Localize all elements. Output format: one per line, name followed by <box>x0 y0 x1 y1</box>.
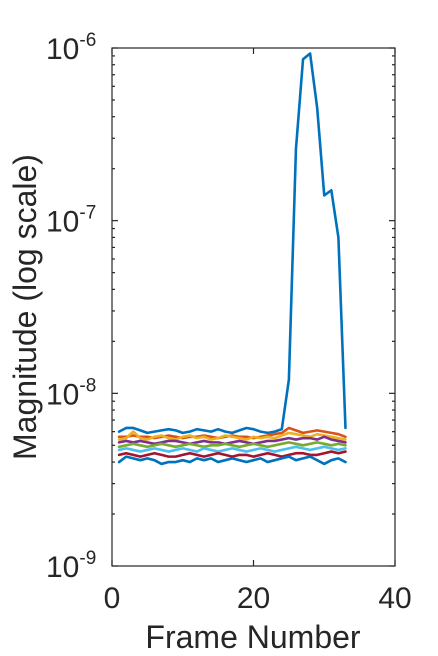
y-tick-label: 10-6 <box>46 30 96 66</box>
y-tick-label: 10-7 <box>46 203 96 239</box>
plot-area-box <box>111 47 396 567</box>
x-tick-label: 20 <box>237 582 270 615</box>
series-line-1 <box>117 52 347 435</box>
y-tick-label: 10-9 <box>46 548 96 584</box>
series-line-7 <box>117 450 347 458</box>
x-tick-label: 0 <box>104 582 121 615</box>
x-tick-label: 40 <box>378 582 411 615</box>
y-tick-label: 10-8 <box>46 375 96 411</box>
series-line-5 <box>117 441 347 449</box>
series-line-3 <box>117 430 347 441</box>
x-axis-label: Frame Number <box>145 619 361 655</box>
tick-layer: 0 20 40 10-9 10-8 10-7 10-6 <box>46 30 412 615</box>
series-line-4 <box>117 435 347 446</box>
series-line-6 <box>117 445 347 453</box>
axes-layer <box>111 47 396 567</box>
series-layer <box>117 52 347 466</box>
series-line-8 <box>117 455 347 466</box>
y-axis-label: Magnitude (log scale) <box>7 154 43 460</box>
